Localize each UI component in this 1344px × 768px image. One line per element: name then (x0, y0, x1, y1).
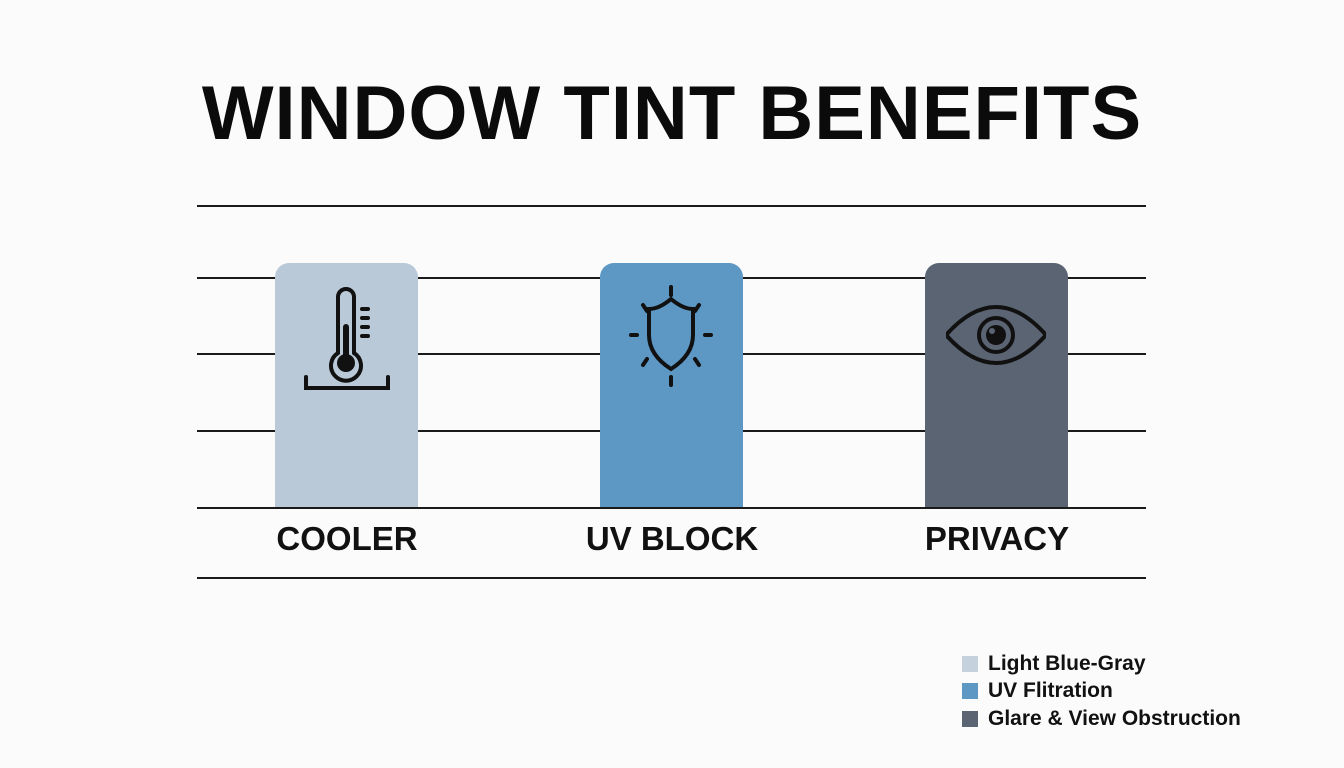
legend-label: UV Flitration (988, 679, 1113, 703)
divider (197, 205, 1146, 207)
legend-swatch (962, 710, 978, 727)
bar-uv-block (600, 263, 743, 508)
label-cooler: COOLER (276, 520, 418, 557)
bar-cooler (275, 263, 418, 508)
eye-icon (946, 305, 1046, 365)
legend-item: Light Blue-Gray (962, 650, 1241, 678)
label-privacy: PRIVACY (924, 520, 1070, 557)
legend-label: Glare & View Obstruction (988, 706, 1241, 730)
legend-item: Glare & View Obstruction (962, 705, 1241, 733)
bar-privacy (925, 263, 1068, 508)
legend-item: UV Flitration (962, 678, 1241, 706)
legend-swatch (962, 655, 978, 672)
legend: Light Blue-Gray UV Flitration Glare & Vi… (962, 650, 1241, 733)
divider (197, 577, 1146, 579)
thermometer-icon (304, 287, 390, 390)
baseline (197, 507, 1146, 509)
legend-label: Light Blue-Gray (988, 651, 1146, 675)
label-uv-block: UV BLOCK (585, 520, 759, 557)
legend-swatch (962, 683, 978, 700)
shield-sun-icon (629, 285, 713, 387)
page-title: WINDOW TINT BENEFITS (201, 71, 1143, 156)
